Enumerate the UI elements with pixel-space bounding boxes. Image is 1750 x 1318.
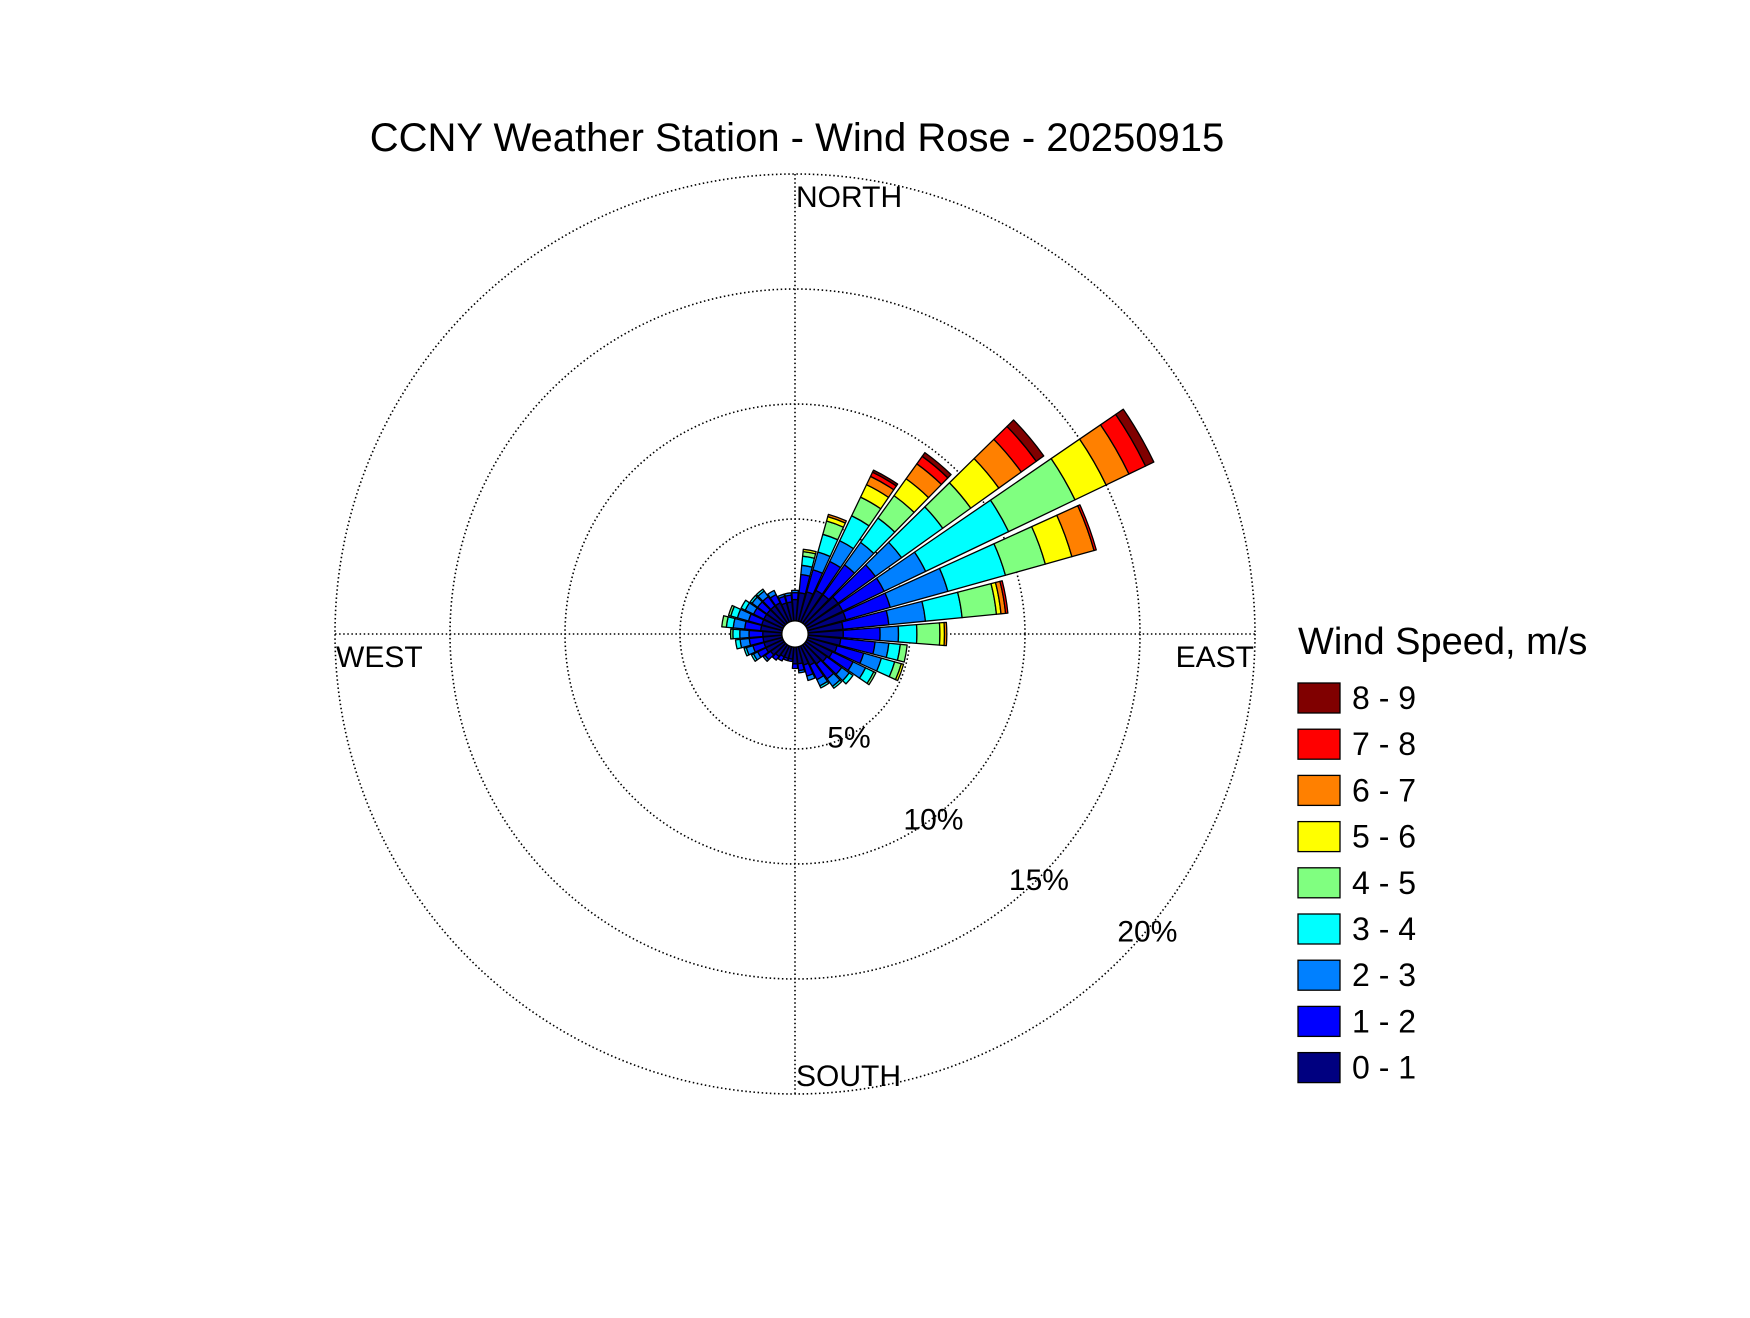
petal-270-bin-3-4 <box>732 628 741 640</box>
legend-swatch-5-6 <box>1297 820 1341 853</box>
ring-labels: 5% 10% 15% 20% <box>827 722 1177 949</box>
petal-350-bin-2-3 <box>784 592 792 597</box>
ring-label-10: 10% <box>903 804 963 837</box>
legend-label-0-1: 0 - 1 <box>1352 1050 1416 1086</box>
petal-90-bin-6-7 <box>943 621 948 647</box>
petal-220-bin-1-2 <box>771 653 780 661</box>
direction-label-north: NORTH <box>796 181 902 214</box>
calm-circle <box>781 620 809 648</box>
petal-0-bin-1-2 <box>791 591 799 601</box>
petal-90-bin-3-4 <box>897 623 918 645</box>
direction-label-south: SOUTH <box>796 1060 901 1093</box>
petal-240-bin-3-4 <box>750 653 758 662</box>
petal-120-bin-4-5 <box>866 671 877 686</box>
legend-swatch-6-7 <box>1297 774 1341 807</box>
petal-270-bin-2-3 <box>739 629 750 639</box>
legend: Wind Speed, m/s 8 - 9 7 - 8 6 - 7 5 - 6 4 - … <box>1297 621 1587 1086</box>
petal-50-bin-8-9 <box>1006 419 1045 462</box>
legend-items: 8 - 9 7 - 8 6 - 7 5 - 6 4 - 5 3 - 4 2 - 3 1 - 2… <box>1297 680 1416 1086</box>
legend-swatch-0-1 <box>1297 1051 1341 1084</box>
petal-90-bin-4-5 <box>915 622 941 646</box>
petal-130-bin-3-4 <box>842 672 854 685</box>
legend-swatch-7-8 <box>1297 728 1341 760</box>
petal-180-bin-1-2 <box>791 663 799 670</box>
petal-140-bin-3-4 <box>831 679 843 689</box>
petal-20-bin-6-7 <box>827 513 847 524</box>
legend-swatch-4-5 <box>1297 867 1341 899</box>
petal-90-bin-2-3 <box>879 625 900 643</box>
petal-80-bin-4-5 <box>956 583 998 619</box>
petal-290-bin-4-5 <box>727 604 735 617</box>
direction-label-east: EAST <box>1176 641 1254 674</box>
petal-40-bin-8-9 <box>921 451 952 479</box>
petal-340-bin-2-3 <box>777 593 786 600</box>
petal-80-bin-7-8 <box>999 580 1009 615</box>
legend-label-1-2: 1 - 2 <box>1352 1003 1416 1039</box>
petal-160-bin-2-3 <box>806 673 816 682</box>
legend-swatch-2-3 <box>1297 959 1341 991</box>
petal-250-bin-3-4 <box>743 646 750 657</box>
petal-150-bin-3-4 <box>819 680 830 689</box>
petal-230-bin-2-3 <box>762 654 770 663</box>
petal-110-bin-5-6 <box>894 663 905 682</box>
petal-320-bin-3-4 <box>755 588 765 597</box>
petal-90-bin-1-2 <box>842 626 881 642</box>
ring-label-15: 15% <box>1009 864 1069 897</box>
petal-10-bin-5-6 <box>802 548 817 555</box>
legend-title: Wind Speed, m/s <box>1298 621 1587 663</box>
petal-270-bin-1-2 <box>748 629 764 639</box>
legend-label-8-9: 8 - 9 <box>1352 680 1416 716</box>
ring-label-20: 20% <box>1117 916 1177 949</box>
legend-label-6-7: 6 - 7 <box>1352 772 1416 808</box>
petal-100-bin-4-5 <box>896 643 908 663</box>
petal-170-bin-2-3 <box>797 668 806 674</box>
legend-swatch-1-2 <box>1297 1005 1341 1038</box>
petal-280-bin-4-5 <box>721 615 729 628</box>
legend-label-5-6: 5 - 6 <box>1352 819 1416 855</box>
petal-190-bin-1-2 <box>787 657 794 663</box>
legend-swatch-8-9 <box>1297 682 1341 714</box>
wind-rose-petals <box>721 408 1155 689</box>
petal-330-bin-2-3 <box>767 589 777 599</box>
petal-270-bin-4-5 <box>729 628 734 640</box>
chart-title: CCNY Weather Station - Wind Rose - 20250… <box>370 116 1225 160</box>
petal-260-bin-3-4 <box>734 638 743 650</box>
petal-300-bin-3-4 <box>740 599 751 611</box>
petal-0-bin-2-3 <box>790 589 800 594</box>
petal-310-bin-3-4 <box>749 594 758 604</box>
petal-30-bin-8-9 <box>871 469 899 487</box>
petal-60-bin-8-9 <box>1115 408 1155 467</box>
petal-70-bin-7-8 <box>1077 504 1097 552</box>
legend-label-4-5: 4 - 5 <box>1352 865 1416 901</box>
legend-label-3-4: 3 - 4 <box>1352 911 1416 947</box>
ring-label-5: 5% <box>827 722 870 755</box>
legend-swatch-3-4 <box>1297 913 1341 945</box>
legend-label-7-8: 7 - 8 <box>1352 726 1416 762</box>
grid-ring-20 <box>334 173 1256 1095</box>
legend-label-2-3: 2 - 3 <box>1352 957 1416 993</box>
direction-label-west: WEST <box>336 641 423 674</box>
